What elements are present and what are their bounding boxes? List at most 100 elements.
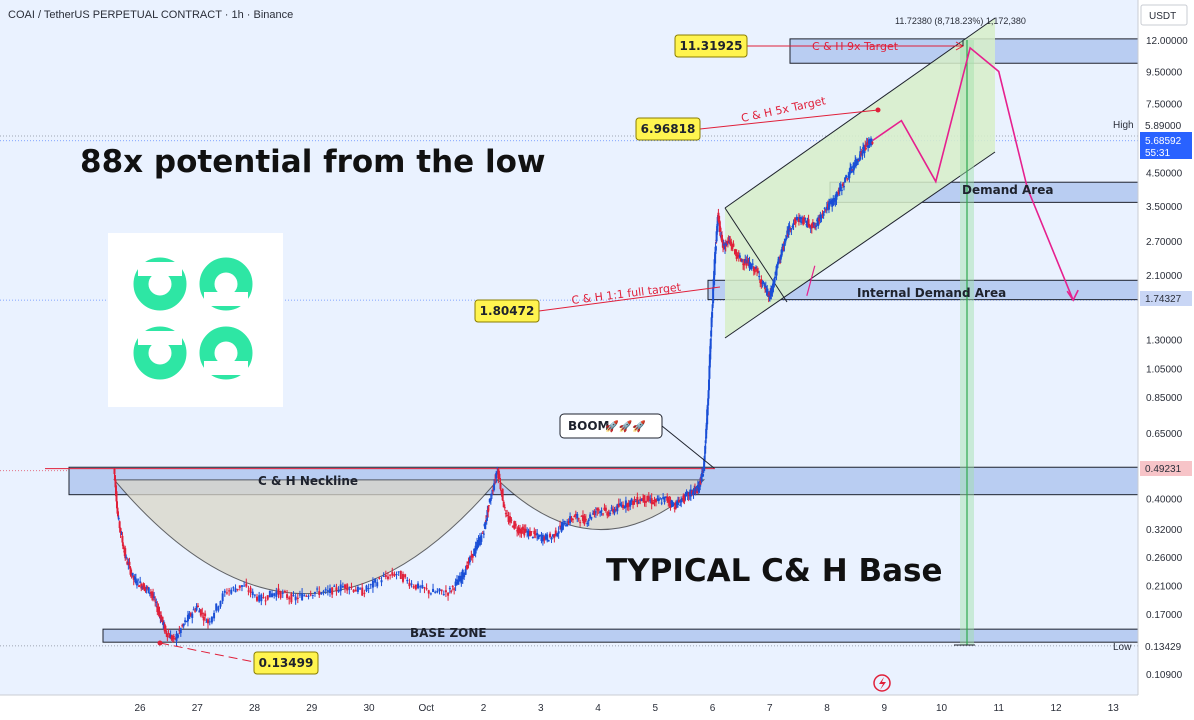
candle-body	[852, 165, 855, 171]
candle-body	[709, 346, 712, 360]
candle-body	[170, 636, 173, 640]
lightning-icon[interactable]	[873, 674, 891, 692]
candle-body	[521, 526, 524, 530]
projection-tail	[806, 265, 816, 296]
candle-body	[290, 593, 293, 603]
candle-body	[596, 508, 599, 511]
connector-low	[159, 642, 255, 663]
candle-body	[474, 545, 477, 554]
candle-body	[844, 177, 847, 183]
candle-body	[702, 470, 705, 473]
candle-body	[581, 515, 584, 521]
candle-body	[391, 572, 394, 576]
candle-body	[760, 279, 763, 285]
candle-body	[230, 589, 233, 594]
candle-body	[554, 530, 557, 536]
candle-body	[567, 520, 570, 524]
candle-body	[674, 502, 677, 509]
candle-body	[744, 258, 747, 264]
time-axis[interactable]: 26 27 28 29 30 Oct 2 3 4 5 6 7 8 9 10 11 12 13	[0, 694, 1138, 720]
candle-body	[534, 534, 537, 536]
candle-body	[737, 254, 740, 258]
candle-body	[500, 490, 503, 494]
candle-body	[283, 591, 286, 593]
candle-body	[507, 516, 510, 522]
candle-body	[646, 495, 649, 502]
candle-body	[147, 587, 150, 594]
y-tick-label: 9.50000	[1146, 68, 1183, 79]
candle-body	[262, 597, 265, 599]
x-tick-label: 5	[652, 703, 658, 714]
candle-body	[643, 495, 646, 503]
candle-body	[725, 241, 728, 246]
candle-body	[790, 228, 793, 230]
x-tick-label: 13	[1108, 703, 1120, 714]
candle-body	[636, 496, 639, 505]
candle-body	[206, 619, 209, 624]
currency-badge: USDT	[1140, 4, 1188, 26]
candle-body	[756, 269, 759, 272]
candle-body	[154, 600, 157, 602]
candle-body	[683, 495, 686, 502]
candle-body	[484, 521, 487, 529]
candle-body	[632, 500, 635, 505]
candle-body	[208, 621, 211, 623]
candle-body	[501, 488, 504, 501]
candle-body	[215, 603, 218, 611]
candle-body	[423, 587, 426, 589]
candle-body	[251, 591, 254, 596]
candle-body	[213, 612, 216, 619]
candle-body	[131, 572, 134, 576]
candle-body	[485, 518, 488, 521]
candle-body	[566, 523, 569, 527]
candle-body	[243, 585, 246, 587]
candle-body	[427, 590, 430, 594]
candle-body	[816, 219, 819, 222]
candle-body	[549, 533, 552, 538]
internal-demand-price-tag: 1.74327	[1140, 291, 1192, 306]
candle-body	[703, 458, 706, 471]
candle-body	[316, 588, 319, 590]
candle-body	[219, 601, 222, 607]
callout-9x-value: 11.31925	[679, 39, 742, 53]
candle-body	[550, 538, 553, 540]
price-axis[interactable]: 12.00000 9.50000 7.50000 5.89000 4.50000 3.50…	[1137, 0, 1194, 720]
candle-body	[463, 573, 466, 578]
candle-body	[713, 259, 716, 276]
candle-body	[835, 192, 838, 200]
candle-body	[440, 589, 443, 592]
candle-body	[776, 261, 779, 265]
candle-body	[577, 518, 580, 520]
y-tick-label: 0.32000	[1146, 525, 1183, 536]
candle-body	[551, 534, 554, 537]
candle-body	[328, 588, 331, 593]
candle-body	[344, 584, 347, 589]
candle-body	[657, 498, 660, 501]
candle-body	[705, 422, 708, 430]
candle-body	[757, 270, 760, 274]
flag-line	[724, 207, 788, 303]
candle-body	[114, 479, 117, 488]
candle-body	[279, 591, 282, 598]
candle-body	[178, 630, 181, 632]
candle-body	[152, 593, 155, 598]
candle-body	[205, 621, 208, 623]
candle-body	[397, 571, 400, 573]
candle-body	[296, 597, 299, 600]
candle-body	[604, 507, 607, 511]
candle-body	[158, 611, 161, 615]
candle-body	[359, 588, 362, 590]
candle-body	[734, 249, 737, 255]
y-tick-label: 1.30000	[1146, 336, 1183, 347]
candle-body	[775, 265, 778, 276]
candle-body	[859, 151, 862, 160]
candle-body	[777, 256, 780, 263]
y-tick-label: 0.26000	[1146, 553, 1183, 564]
candle-body	[309, 594, 312, 596]
candle-body	[240, 585, 243, 587]
candle-body	[822, 213, 825, 216]
candle-body	[352, 589, 355, 592]
candle-body	[819, 214, 822, 219]
candle-body	[217, 606, 220, 611]
